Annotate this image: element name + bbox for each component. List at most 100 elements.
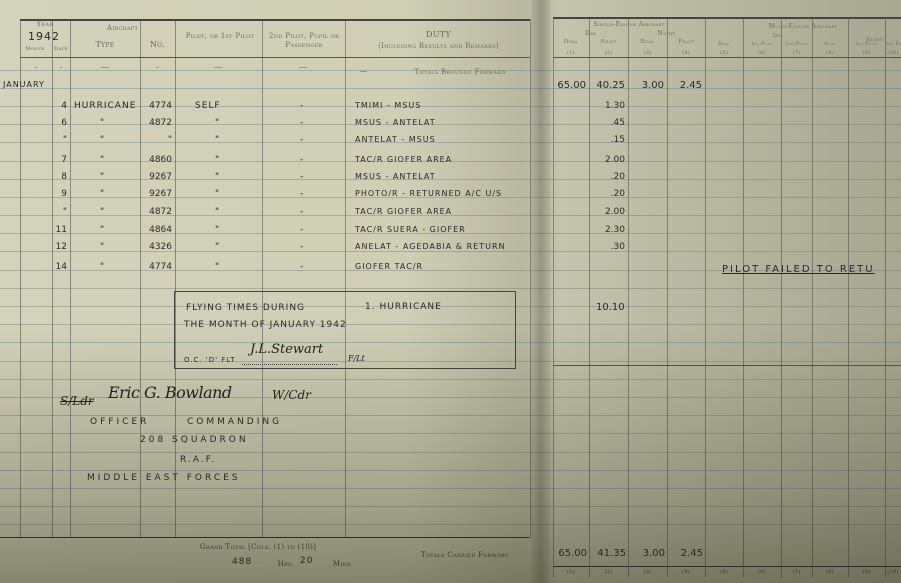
- totals-brought-forward-dash: —: [360, 67, 367, 75]
- entry-second-pilot: -: [300, 135, 305, 145]
- footer-rule: [553, 566, 901, 567]
- entry-duty: MSUS - ANTELAT: [355, 118, 436, 127]
- footer-column-number: (3): [643, 569, 652, 575]
- mins-label: Mins: [332, 560, 352, 568]
- column-rule: [553, 17, 554, 577]
- column-rule: [530, 19, 531, 537]
- column-rule: [70, 19, 71, 537]
- footer-column-number: (5): [720, 569, 728, 575]
- entry-second-pilot: -: [300, 172, 305, 182]
- entry-second-pilot: -: [300, 155, 305, 165]
- column-rule: [20, 19, 21, 537]
- entry-time: .20: [610, 172, 625, 182]
- table-row: 8 " 9267 " - MSUS - ANTELAT .20: [0, 172, 901, 188]
- ruled-line: [0, 88, 901, 89]
- entry-duty: ANELAT - AGEDABIA & RETURN: [355, 242, 506, 251]
- ruled-line: [0, 470, 901, 471]
- ruled-line: [0, 142, 901, 143]
- footer-column-number: (2): [604, 569, 613, 575]
- column-number: (4): [682, 50, 690, 56]
- header-bottom-rule: [20, 57, 530, 58]
- entry-time: 1.30: [604, 101, 625, 111]
- oc-signature-line: [242, 364, 337, 365]
- ruled-line: [0, 161, 901, 162]
- column-rule: [589, 17, 590, 577]
- entry-pilot: SELF: [195, 101, 221, 111]
- se-day-label: Day: [584, 30, 597, 37]
- ruled-line: [0, 124, 901, 125]
- co-line-commanding: COMMANDING: [187, 417, 283, 427]
- entry-date: ": [62, 207, 67, 217]
- ruled-line: [0, 215, 901, 216]
- column-label: 1st Pilot: [855, 42, 878, 47]
- co-line-squadron: 208 SQUADRON: [140, 435, 249, 445]
- entry-date: 11: [55, 225, 67, 235]
- entry-duty: ANTELAT - MSUS: [355, 135, 436, 144]
- brought-forward-value: 2.45: [679, 80, 702, 91]
- entry-date: 14: [55, 262, 67, 272]
- column-number: (5): [720, 50, 728, 56]
- dash: -: [34, 63, 38, 73]
- header-top-rule: [20, 19, 530, 21]
- column-label: 2nd Pilot: [885, 42, 901, 47]
- entry-duty: TAC/R GIOFER AREA: [355, 207, 453, 216]
- entry-duty: TAC/R GIOFER AREA: [355, 155, 453, 164]
- entry-time: 2.00: [604, 207, 625, 217]
- column-label: Dual: [640, 39, 655, 45]
- entry-date: ": [62, 135, 67, 145]
- entry-type: ": [100, 135, 106, 145]
- entry-number: 9267: [149, 172, 172, 182]
- column-number: (2): [604, 50, 613, 56]
- table-row: 7 " 4860 " - TAC/R GIOFER AREA 2.00: [0, 155, 901, 171]
- column-number: (7): [792, 50, 801, 56]
- entry-duty: PHOTO/R - RETURNED A/C U/S: [355, 189, 503, 198]
- ruled-line: [0, 233, 901, 234]
- ruled-line: [0, 288, 901, 289]
- ruled-line: [0, 433, 901, 434]
- column-label: Pilot: [678, 39, 694, 45]
- carried-forward-value: 41.35: [597, 548, 626, 559]
- entry-date: 4: [61, 101, 67, 111]
- footer-column-number: (9): [862, 569, 871, 575]
- totals-brought-forward-label: Totals Brought Forward: [414, 68, 506, 76]
- entry-time: .15: [610, 135, 625, 145]
- column-number: (1): [567, 50, 575, 56]
- entry-number: ": [167, 135, 172, 145]
- ruled-line: [0, 488, 901, 489]
- hrs-label: Hrs.: [277, 560, 295, 568]
- no-label: No.: [149, 40, 166, 49]
- entry-number: 4326: [149, 242, 172, 252]
- entry-second-pilot: -: [300, 242, 305, 252]
- column-label: Dual: [718, 42, 730, 47]
- column-rule: [667, 17, 668, 577]
- footer-rule: [0, 537, 530, 538]
- column-label: Pilot: [600, 39, 617, 45]
- entry-pilot: ": [215, 135, 221, 145]
- column-rule: [140, 19, 141, 537]
- grand-total-hours: 488: [232, 557, 253, 567]
- table-row: 12 " 4326 " - ANELAT - AGEDABIA & RETURN .30: [0, 242, 901, 258]
- entry-date: 8: [61, 172, 67, 182]
- second-pilot-label: 2nd Pilot, Pupil or Passenger: [268, 32, 340, 49]
- entry-duty: TAC/R SUERA - GIOFER: [355, 225, 466, 234]
- column-number: (8): [826, 50, 834, 56]
- dash: —: [298, 63, 309, 73]
- header-bottom-rule: [553, 57, 901, 58]
- remark-text: PILOT FAILED TO RETU: [722, 264, 875, 275]
- column-rule: [848, 17, 849, 577]
- column-number: (9): [862, 50, 871, 56]
- ruled-line: [0, 106, 901, 107]
- entry-type: ": [100, 262, 106, 272]
- aircraft-label: Aircraft: [106, 24, 139, 32]
- entry-pilot: ": [215, 118, 221, 128]
- ruled-line: [0, 197, 901, 198]
- ruled-line: [0, 415, 901, 416]
- ruled-line: [0, 397, 901, 398]
- summary-line2: THE MONTH OF JANUARY 1942: [184, 320, 347, 330]
- me-night-label: Night: [866, 37, 883, 43]
- year-value: 1942: [28, 30, 60, 43]
- table-row: 14 " 4774 " - GIOFER TAC/R: [0, 262, 901, 278]
- table-row: " " " " - ANTELAT - MSUS .15: [0, 135, 901, 151]
- column-rule: [781, 17, 782, 577]
